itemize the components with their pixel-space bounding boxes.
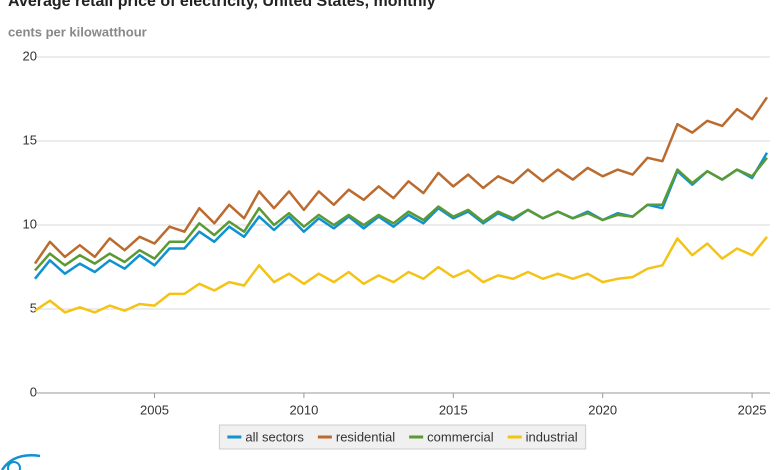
legend: all sectors residential commercial industri…: [218, 424, 587, 450]
y-tick-label: 10: [23, 216, 37, 231]
legend-label: all sectors: [245, 429, 304, 444]
legend-box: [218, 424, 587, 450]
x-tick-label: 2020: [588, 402, 617, 417]
y-tick-label: 5: [30, 300, 37, 315]
chart-title: Average retail price of electricity, Uni…: [8, 0, 436, 10]
x-tick-label: 2025: [738, 402, 767, 417]
logo: [0, 454, 41, 470]
series-line: [33, 96, 769, 265]
legend-label: industrial: [526, 429, 578, 444]
legend-label: residential: [336, 429, 395, 444]
series-line: [34, 152, 769, 280]
series-line: [34, 157, 768, 272]
chart-subtitle: cents per kilowatthour: [8, 24, 147, 39]
x-tick-label: 2015: [439, 402, 468, 417]
y-tick-label: 15: [23, 132, 37, 147]
y-tick-label: 20: [23, 48, 37, 63]
legend-label: commercial: [427, 429, 494, 444]
series-line: [34, 236, 768, 314]
x-tick-label: 2005: [140, 402, 169, 417]
y-tick-label: 0: [30, 384, 37, 399]
x-tick-label: 2010: [289, 402, 318, 417]
